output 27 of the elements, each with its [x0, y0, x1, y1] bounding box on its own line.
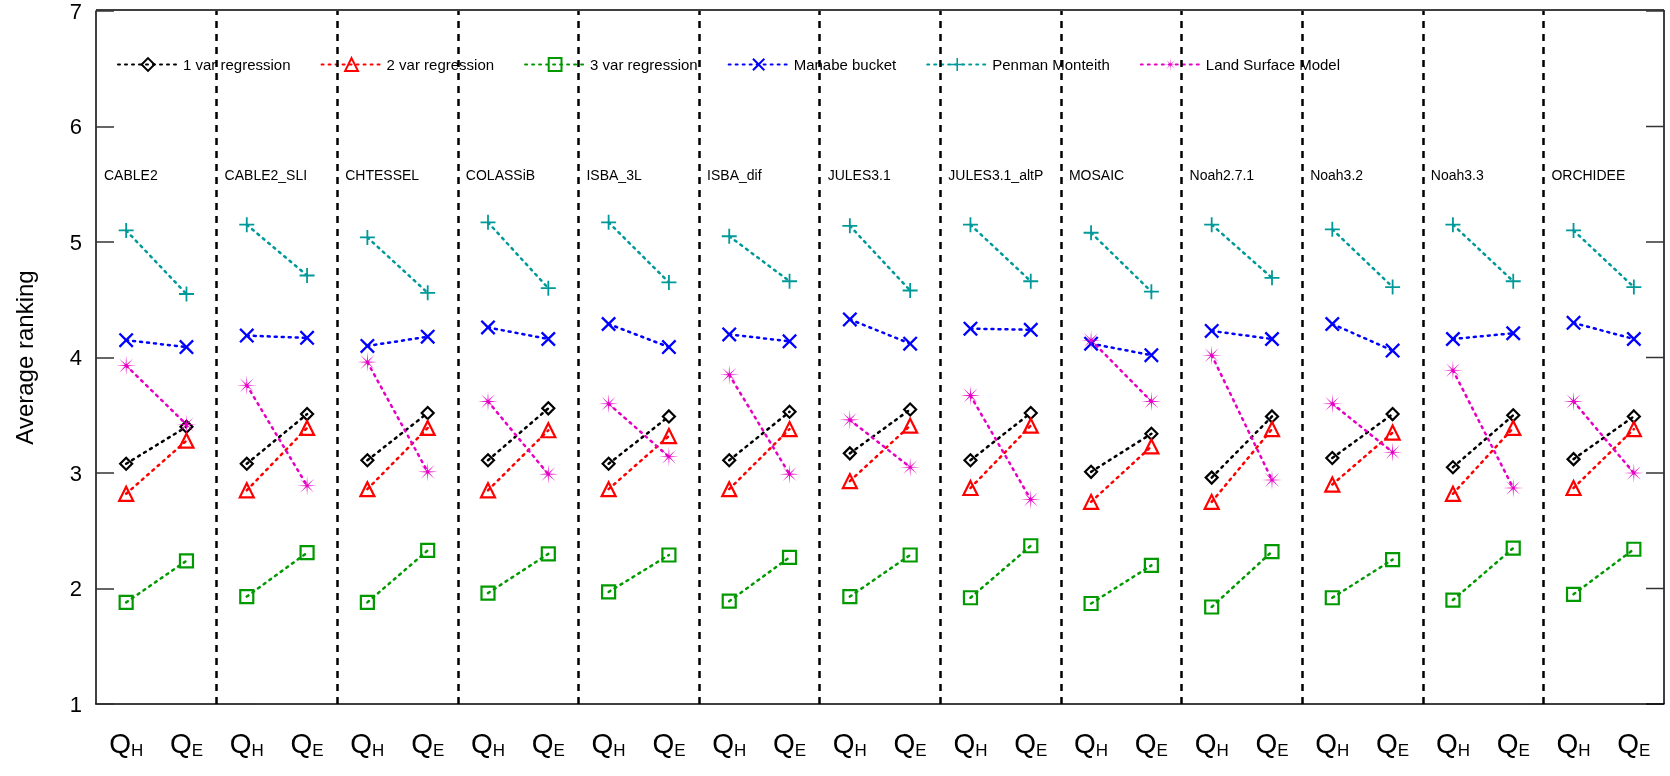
- annotation: JULES3.1_altP: [948, 167, 1044, 183]
- annotation: CABLE2: [104, 167, 158, 183]
- y-tick-label: 4: [69, 345, 82, 370]
- annotation: COLASSiB: [465, 167, 536, 183]
- annotation: Noah3.2: [1310, 167, 1364, 183]
- y-tick-label: 7: [69, 0, 82, 24]
- annotation: Noah3.3: [1430, 167, 1484, 183]
- legend-label: Land Surface Model: [1205, 56, 1341, 73]
- y-tick-label: 6: [69, 114, 82, 139]
- annotation: MOSAIC: [1068, 167, 1125, 183]
- annotation: CABLE2_SLI: [224, 167, 308, 183]
- y-tick-label: 1: [69, 691, 82, 717]
- annotation: ORCHIDEE: [1551, 167, 1626, 183]
- legend-label: Penman Monteith: [992, 56, 1110, 73]
- legend-label: 3 var regression: [590, 56, 698, 73]
- legend-label: 2 var regression: [386, 56, 495, 73]
- legend-label: 1 var regression: [183, 56, 291, 73]
- annotation: ISBA_dif: [707, 167, 762, 183]
- y-tick-label: 5: [69, 229, 82, 255]
- y-tick-label: 3: [69, 460, 82, 486]
- annotation: JULES3.1: [827, 167, 891, 183]
- y-tick-label: 2: [69, 576, 82, 601]
- legend-label: Manabe bucket: [793, 56, 898, 73]
- annotation: CHTESSEL: [345, 167, 420, 183]
- annotation: Noah2.7.1: [1189, 167, 1255, 183]
- y-axis-title: Average ranking: [10, 270, 38, 445]
- annotation: ISBA_3L: [586, 167, 642, 183]
